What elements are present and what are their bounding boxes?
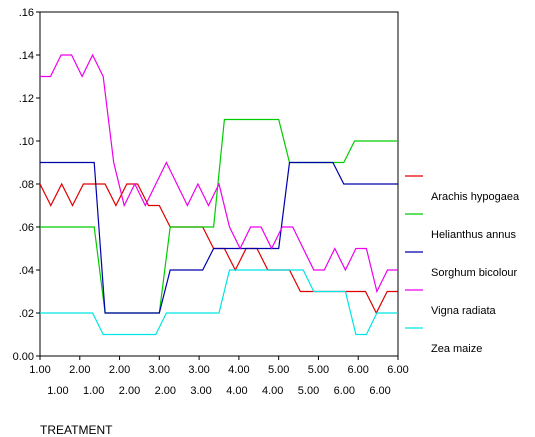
- y-tick-label: .16: [19, 7, 34, 19]
- x-axis-ticks: 1.00 2.00 2.00 3.00 3.00 4.00 5.00 5.00 6.00 6.00…: [29, 356, 409, 397]
- x-tick-label: 2.00: [69, 364, 90, 376]
- x-tick-label: 1.00: [47, 385, 68, 397]
- x-tick-label: 5.00: [298, 385, 319, 397]
- series-layer: [39, 53, 398, 336]
- legend-label: Helianthus annus: [431, 229, 517, 241]
- y-tick-label: .14: [19, 50, 34, 62]
- series-line-4: [40, 53, 398, 294]
- x-tick-label: 3.00: [188, 364, 209, 376]
- x-tick-label: 4.00: [262, 385, 283, 397]
- x-tick-label: 2.00: [119, 385, 140, 397]
- legend-label: Zea maize: [431, 343, 482, 355]
- y-tick-label: .08: [19, 179, 34, 191]
- x-tick-label: 5.00: [268, 364, 289, 376]
- x-tick-label: 6.00: [334, 385, 355, 397]
- legend-label: Vigna radiata: [431, 305, 497, 317]
- y-tick-label: 0.00: [13, 351, 34, 363]
- y-tick-label: .04: [19, 265, 34, 277]
- legend: Arachis hypogaea Helianthus annus Sorghum …: [405, 175, 520, 355]
- legend-label: Arachis hypogaea: [431, 191, 520, 203]
- x-tick-label: 6.00: [369, 385, 390, 397]
- x-tick-label: 2.00: [155, 385, 176, 397]
- y-tick-label: .02: [19, 308, 34, 320]
- x-tick-label: 5.00: [308, 364, 329, 376]
- x-tick-label: 6.00: [387, 364, 408, 376]
- x-tick-label: 2.00: [109, 364, 130, 376]
- series-line-5: [40, 269, 398, 336]
- series-line-3: [40, 161, 398, 314]
- y-axis-ticks: .16 .14 .12 .10 .08 .06 .04 .02 0.00: [13, 7, 40, 363]
- x-tick-label: 3.00: [190, 385, 211, 397]
- series-line-2: [40, 118, 398, 314]
- y-tick-label: .10: [19, 136, 34, 148]
- x-tick-label: 1.00: [83, 385, 104, 397]
- x-tick-label: 4.00: [228, 364, 249, 376]
- x-axis-label: TREATMENT: [40, 423, 113, 437]
- x-tick-label: 3.00: [149, 364, 170, 376]
- x-tick-label: 6.00: [348, 364, 369, 376]
- y-tick-label: .12: [19, 93, 34, 105]
- y-tick-label: .06: [19, 222, 34, 234]
- x-tick-label: 4.00: [226, 385, 247, 397]
- x-tick-label: 1.00: [29, 364, 50, 376]
- legend-label: Sorghum bicolour: [431, 267, 518, 279]
